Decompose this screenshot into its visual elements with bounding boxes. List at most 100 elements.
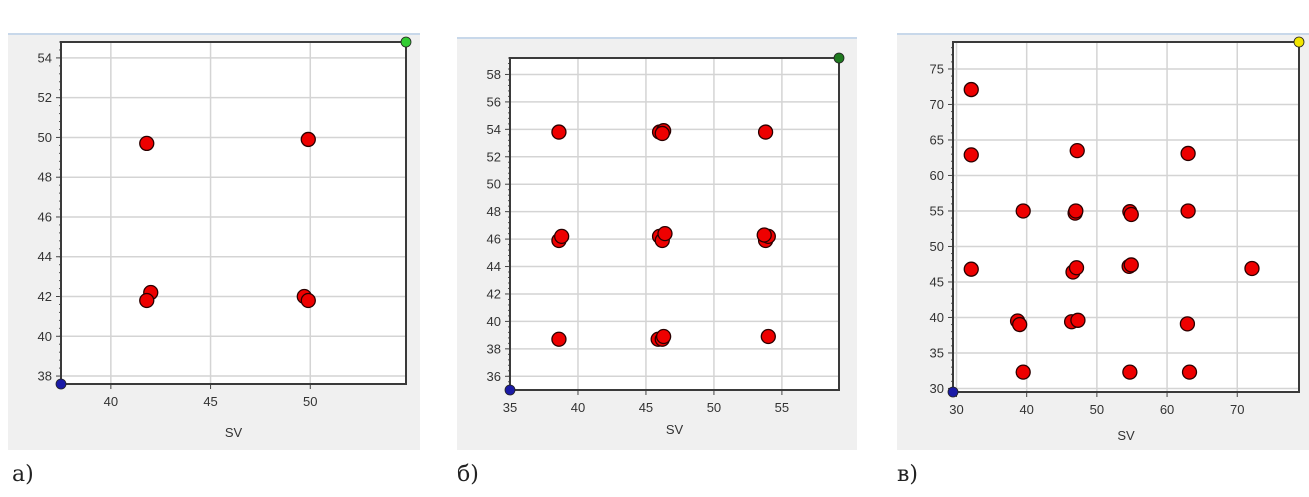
plot-frame xyxy=(509,57,840,391)
y-tick-label: 50 xyxy=(487,177,501,192)
data-point xyxy=(1068,260,1085,276)
data-point xyxy=(1179,316,1196,332)
x-tick-label: 45 xyxy=(203,394,217,409)
data-point xyxy=(551,124,567,140)
data-point xyxy=(1244,260,1260,277)
y-tick-label: 40 xyxy=(38,329,52,344)
data-point xyxy=(300,292,316,309)
scatter-chart-a: 40 45 50 38 40 42 44 46 48 50 52 54 SV xyxy=(8,12,420,450)
data-point xyxy=(1069,142,1085,159)
y-tick-label: 54 xyxy=(38,50,52,65)
data-point xyxy=(760,328,776,345)
data-point xyxy=(1180,203,1196,219)
y-tick-label: 58 xyxy=(487,67,501,82)
y-tick-label: 40 xyxy=(930,310,944,325)
x-tick-label: 60 xyxy=(1160,402,1174,417)
caption-a: а) xyxy=(12,462,34,487)
y-tick-label: 36 xyxy=(487,369,501,384)
plot-frame xyxy=(952,41,1300,393)
plot-frame xyxy=(60,41,407,385)
data-point xyxy=(757,124,774,140)
x-tick-label: 40 xyxy=(104,394,118,409)
caption-c: в) xyxy=(897,462,918,487)
x-tick-label: 50 xyxy=(707,400,721,415)
y-tick-label: 42 xyxy=(487,286,501,301)
x-axis-label: SV xyxy=(666,422,684,437)
data-point xyxy=(963,261,979,277)
data-point xyxy=(1068,203,1084,219)
y-tick-label: 48 xyxy=(487,204,501,219)
y-tick-label: 42 xyxy=(38,289,52,304)
data-point xyxy=(1070,312,1086,328)
chart-panel-c: 30 40 50 60 70 30 35 40 45 50 55 60 65 70 75 SV xyxy=(897,12,1309,450)
data-point xyxy=(655,328,672,345)
data-point xyxy=(756,227,772,243)
y-tick-label: 75 xyxy=(930,61,944,76)
data-point xyxy=(551,331,567,347)
x-tick-label: 40 xyxy=(571,400,585,415)
x-tick-label: 55 xyxy=(775,400,789,415)
y-tick-label: 46 xyxy=(487,232,501,247)
data-point xyxy=(300,131,316,148)
data-point xyxy=(963,81,979,98)
y-tick-label: 48 xyxy=(38,170,52,185)
x-tick-label: 50 xyxy=(303,394,317,409)
y-tick-label: 65 xyxy=(930,132,944,147)
chart-panel-a: 40 45 50 38 40 42 44 46 48 50 52 54 SV xyxy=(8,12,420,450)
x-axis-label: SV xyxy=(225,425,243,440)
corner-marker xyxy=(504,384,516,396)
data-point xyxy=(963,147,979,163)
x-tick-label: 35 xyxy=(503,400,517,415)
chart-top-band xyxy=(457,30,857,38)
corner-marker xyxy=(55,378,67,390)
y-tick-label: 35 xyxy=(930,345,944,360)
corner-marker xyxy=(947,386,959,398)
data-point xyxy=(1180,145,1196,162)
y-tick-label: 70 xyxy=(930,97,944,112)
data-point xyxy=(1181,364,1198,380)
y-tick-label: 38 xyxy=(487,341,501,356)
plot-area xyxy=(61,42,406,384)
data-point xyxy=(1012,316,1028,333)
data-point xyxy=(1123,257,1139,273)
data-point xyxy=(554,228,570,244)
chart-top-band xyxy=(897,12,1309,34)
y-tick-label: 60 xyxy=(930,168,944,183)
corner-marker xyxy=(400,36,412,48)
chart-top-band xyxy=(8,12,420,34)
y-tick-label: 54 xyxy=(487,122,501,137)
y-tick-label: 30 xyxy=(930,381,944,396)
y-tick-label: 55 xyxy=(930,203,944,218)
chart-panel-b: 35 40 45 50 55 36 38 40 42 44 46 48 50 52 54 56 58 SV xyxy=(457,30,857,450)
y-tick-label: 52 xyxy=(487,149,501,164)
y-tick-label: 46 xyxy=(38,209,52,224)
y-tick-label: 44 xyxy=(38,249,52,264)
x-tick-label: 30 xyxy=(949,402,963,417)
y-tick-label: 40 xyxy=(487,314,501,329)
y-tick-label: 56 xyxy=(487,94,501,109)
y-tick-label: 38 xyxy=(38,369,52,384)
y-tick-label: 50 xyxy=(38,130,52,145)
x-tick-label: 50 xyxy=(1090,402,1104,417)
scatter-chart-c: 30 40 50 60 70 30 35 40 45 50 55 60 65 70 75 SV xyxy=(897,12,1309,450)
y-tick-label: 50 xyxy=(930,239,944,254)
scatter-chart-b: 35 40 45 50 55 36 38 40 42 44 46 48 50 52 54 56 58 SV xyxy=(457,30,857,450)
corner-marker xyxy=(1293,36,1305,48)
x-tick-label: 40 xyxy=(1019,402,1033,417)
data-point xyxy=(1015,203,1031,219)
data-point xyxy=(654,125,670,142)
x-axis-label: SV xyxy=(1117,428,1135,443)
caption-b: б) xyxy=(457,462,479,487)
data-point xyxy=(657,225,673,242)
data-point xyxy=(139,135,155,152)
y-tick-label: 52 xyxy=(38,90,52,105)
data-point xyxy=(1123,206,1139,223)
x-tick-label: 70 xyxy=(1230,402,1244,417)
data-point xyxy=(139,292,155,309)
data-point xyxy=(1122,364,1138,380)
data-point xyxy=(1015,364,1031,380)
y-tick-label: 45 xyxy=(930,274,944,289)
y-tick-label: 44 xyxy=(487,259,501,274)
corner-marker xyxy=(833,52,845,64)
x-tick-label: 45 xyxy=(639,400,653,415)
